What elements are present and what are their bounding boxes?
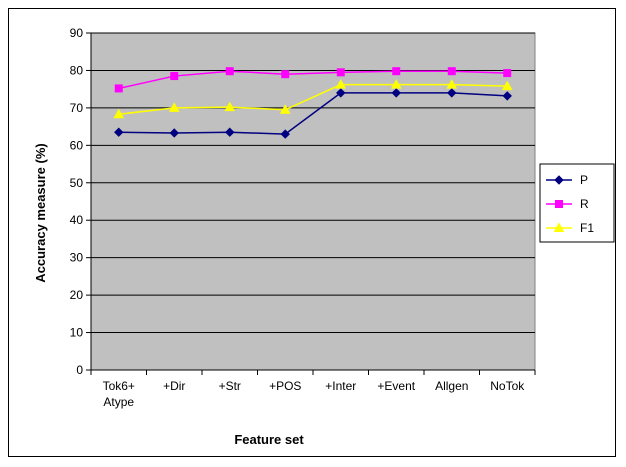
series-line-f1 — [118, 83, 508, 115]
data-point-f1 — [113, 108, 125, 119]
data-point-r — [281, 70, 290, 79]
data-point-f1 — [446, 79, 458, 89]
x-tick-label: +Event — [377, 379, 415, 393]
legend-swatch-marker — [555, 200, 563, 208]
y-tick-label: 0 — [76, 363, 83, 377]
data-point-f1 — [501, 80, 513, 91]
legend-swatch-marker — [554, 175, 564, 185]
data-point-p — [280, 129, 290, 139]
data-point-p — [502, 91, 512, 101]
data-point-r — [114, 84, 123, 93]
chart-frame: 0 10 20 30 40 50 60 70 80 90 Tok6+ Atype +Dir +Str +P… — [8, 8, 616, 457]
data-point-f1 — [279, 104, 291, 114]
series-line-p — [118, 92, 508, 135]
x-tick-label: Allgen — [435, 379, 468, 393]
data-point-p — [447, 88, 457, 98]
line-chart: 0 10 20 30 40 50 60 70 80 90 Tok6+ Atype +Dir +Str +P… — [33, 26, 615, 447]
data-point-p — [336, 88, 346, 98]
data-point-f1 — [335, 79, 347, 89]
y-tick-label: 20 — [70, 288, 84, 302]
y-tick-label: 80 — [70, 63, 84, 77]
x-tick-label: +Inter — [325, 379, 356, 393]
y-tick-label: 50 — [70, 176, 84, 190]
x-tick-label: +Dir — [163, 379, 185, 393]
y-tick-label: 70 — [70, 101, 84, 115]
plot-background — [90, 32, 536, 371]
data-point-r — [170, 72, 179, 81]
x-axis-title: Feature set — [234, 432, 304, 447]
series-line-r — [118, 70, 508, 90]
y-tick-label: 30 — [70, 251, 84, 265]
x-tick-label: Tok6+ — [103, 379, 135, 393]
data-point-p — [391, 88, 401, 98]
x-tick-label: +POS — [269, 379, 301, 393]
legend-label-f1: F1 — [580, 221, 594, 235]
legend-label-p: P — [580, 173, 588, 187]
y-tick-label: 60 — [70, 138, 84, 152]
legend-label-r: R — [580, 197, 589, 211]
data-point-f1 — [168, 102, 180, 112]
data-point-r — [392, 67, 401, 76]
legend-box — [539, 163, 615, 243]
data-point-p — [114, 127, 124, 137]
x-tick-label: NoTok — [490, 379, 525, 393]
legend: PR F1 — [539, 163, 615, 243]
y-axis-title: Accuracy measure (%) — [33, 143, 48, 282]
data-point-r — [225, 67, 234, 76]
x-tick-label: +Str — [219, 379, 241, 393]
data-point-f1 — [224, 101, 236, 112]
legend-swatch-marker — [553, 222, 565, 232]
data-point-r — [503, 69, 512, 78]
data-point-r — [336, 68, 345, 77]
data-point-r — [447, 67, 456, 76]
y-tick-label: 90 — [70, 26, 84, 40]
x-tick-label: Atype — [103, 395, 134, 409]
data-point-p — [169, 128, 179, 138]
y-tick-label: 10 — [70, 326, 84, 340]
data-point-p — [225, 127, 235, 137]
data-point-f1 — [390, 79, 402, 89]
y-tick-label: 40 — [70, 213, 84, 227]
